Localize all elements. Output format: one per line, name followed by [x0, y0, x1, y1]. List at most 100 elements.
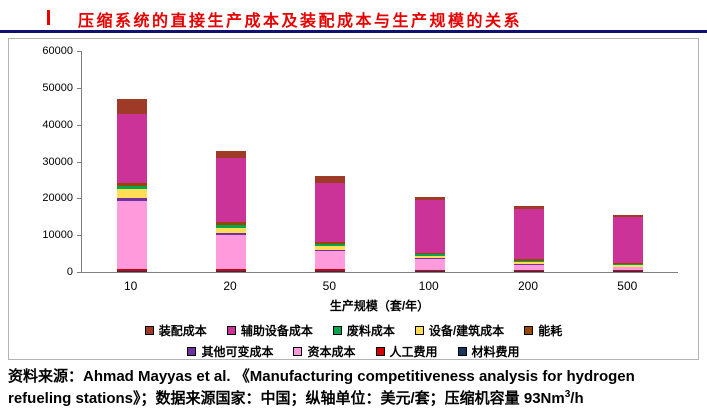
source-note: 资料来源：Ahmad Mayyas et al. 《Manufacturing … [8, 366, 702, 410]
bar-segment [116, 113, 147, 183]
legend-item: 资本成本 [293, 343, 356, 360]
bar-segment [613, 269, 644, 272]
legend-item: 材料费用 [457, 343, 520, 360]
legend-swatch [144, 326, 154, 335]
bar-segment [216, 157, 246, 223]
legend-swatch [414, 326, 424, 335]
bar-segment [414, 269, 445, 272]
legend-item: 设备/建筑成本 [414, 322, 505, 339]
superscript-3: 3 [564, 388, 571, 400]
bar-segment [116, 198, 147, 201]
bar-segment [315, 242, 346, 245]
bar-segment [216, 222, 246, 226]
bar-segment [613, 216, 644, 263]
y-tick-label: 30000 [42, 155, 73, 168]
chart-title: 压缩系统的直接生产成本及装配成本与生产规模的关系 [78, 13, 523, 30]
bar-segment [315, 244, 346, 247]
bar-segment [414, 255, 445, 259]
y-tick-mark [77, 124, 81, 126]
bar-segment [315, 249, 346, 252]
bar-segment [116, 98, 147, 114]
bar-segment [216, 233, 246, 236]
stacked-bar-500 [613, 214, 644, 272]
bar-segment [514, 269, 544, 272]
bar-segment [613, 271, 644, 272]
legend-label: 其他可变成本 [201, 345, 274, 359]
source-line-2-suffix: /h [570, 389, 584, 407]
y-tick-mark [77, 272, 81, 273]
chart-area: 生产规模（套/年） 装配成本 辅助设备成本 废料成本 设备/建筑成本 能耗其他可变成本 资… [8, 38, 699, 360]
bar-segment [514, 259, 544, 261]
x-tick-label: 500 [617, 279, 638, 293]
y-tick-label: 20000 [42, 192, 73, 205]
source-line-1: 资料来源：Ahmad Mayyas et al. 《Manufacturing … [8, 368, 635, 385]
legend-swatch [524, 326, 534, 335]
bar-segment [216, 235, 246, 270]
legend-item: 装配成本 [144, 322, 207, 339]
legend-label: 设备/建筑成本 [428, 324, 505, 338]
bar-segment [514, 264, 544, 270]
bar-segment [216, 150, 246, 158]
x-axis-title: 生产规模（套/年） [329, 299, 430, 313]
bar-segment [315, 251, 346, 270]
bar-segment [414, 271, 445, 272]
bar-segment [414, 196, 445, 201]
bar-segment [613, 264, 644, 266]
x-tick-label: 100 [418, 279, 439, 293]
legend: 装配成本 辅助设备成本 废料成本 设备/建筑成本 能耗其他可变成本 资本成本 人工费用 材料费… [9, 322, 698, 360]
source-line-2: refueling stations》；数据来源国家：中国；纵轴单位：美元/套；… [8, 388, 702, 410]
legend-row: 其他可变成本 资本成本 人工费用 材料费用 [187, 343, 520, 360]
legend-swatch [293, 347, 303, 356]
bar-segment [613, 262, 644, 265]
legend-label: 材料费用 [471, 345, 520, 359]
bar-segment [414, 252, 445, 255]
stacked-bar-100 [414, 196, 445, 272]
bar-segment [514, 261, 544, 263]
title-underline [0, 30, 707, 33]
stacked-bar-200 [514, 205, 544, 272]
legend-swatch [332, 326, 342, 335]
bar-segment [116, 182, 147, 187]
x-tick-label: 50 [322, 279, 336, 293]
y-tick-label: 40000 [42, 118, 73, 131]
bar-segment [414, 254, 445, 256]
title-row: 压缩系统的直接生产成本及装配成本与生产规模的关系 [0, 7, 707, 30]
bar-segment [514, 271, 544, 272]
bar-segment [613, 265, 644, 267]
bar-segment [514, 263, 544, 265]
legend-label: 废料成本 [346, 324, 395, 338]
legend-swatch [187, 347, 197, 356]
stacked-bar-10 [116, 98, 147, 272]
bar-segment [216, 227, 246, 234]
bar-segment [116, 189, 147, 199]
y-tick-label: 0 [66, 266, 73, 278]
bar-segment [116, 270, 147, 272]
y-tick-mark [77, 198, 81, 200]
bar-segment [315, 176, 346, 184]
legend-item: 废料成本 [332, 322, 395, 339]
source-line-2-text: refueling stations》；数据来源国家：中国；纵轴单位：美元/套；… [8, 389, 565, 407]
legend-item: 能耗 [524, 322, 562, 339]
bar-segment [116, 186, 147, 190]
bar-segment [315, 269, 346, 271]
legend-item: 其他可变成本 [187, 343, 273, 360]
legend-label: 辅助设备成本 [240, 324, 313, 338]
stacked-bar-50 [315, 176, 346, 272]
legend-label: 能耗 [538, 324, 563, 338]
plot-area [81, 51, 678, 273]
bar-segment [613, 267, 644, 270]
bar-segment [514, 205, 544, 210]
x-tick-label: 200 [517, 279, 538, 293]
legend-label: 资本成本 [307, 345, 356, 359]
bar-segment [315, 270, 346, 272]
x-tick-label: 20 [223, 279, 237, 293]
bar-segment [216, 269, 246, 271]
bar-segment [116, 269, 147, 271]
bar-segment [315, 246, 346, 250]
legend-swatch [457, 347, 467, 356]
bar-segment [216, 270, 246, 272]
legend-label: 人工费用 [389, 345, 438, 359]
stacked-bar-20 [216, 150, 246, 272]
bar-segment [116, 200, 147, 270]
